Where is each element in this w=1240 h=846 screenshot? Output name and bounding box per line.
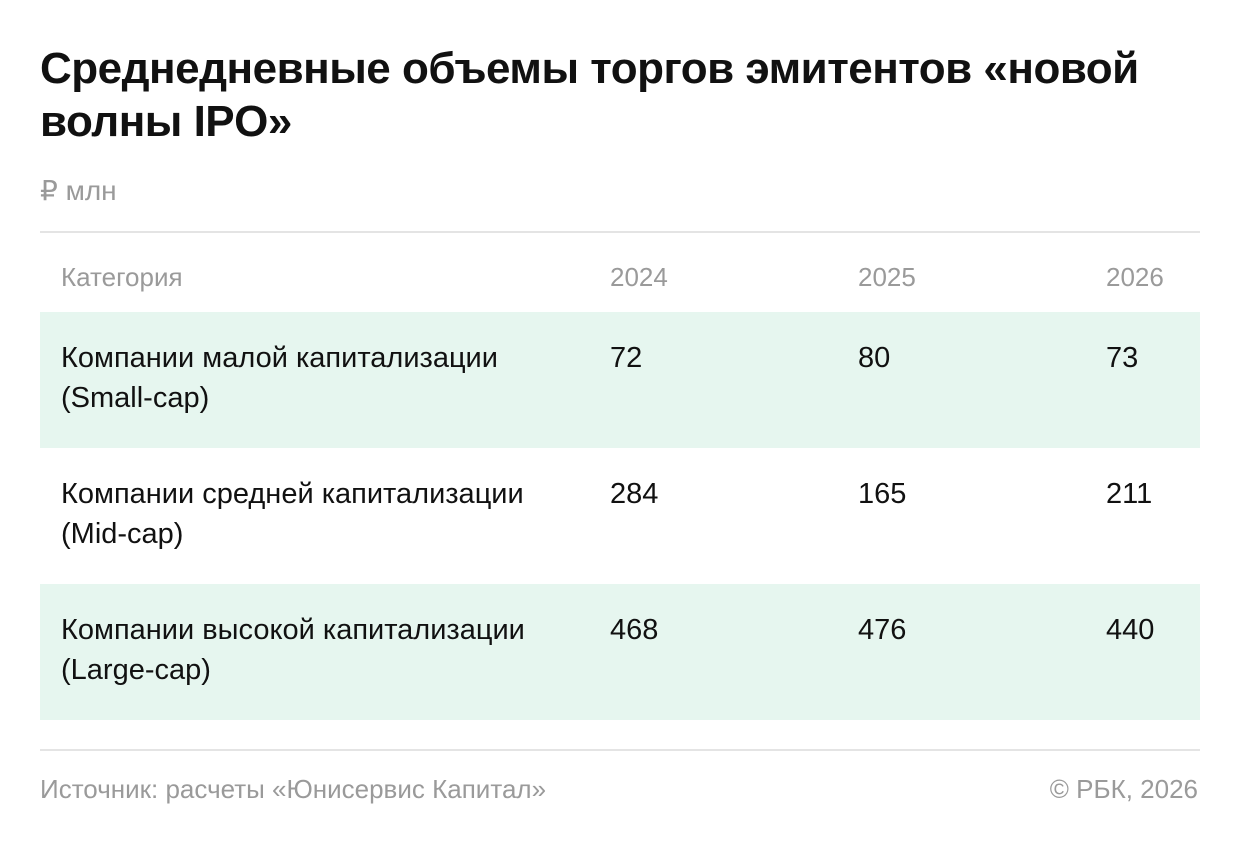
- value-2025: 165: [858, 478, 907, 510]
- value-2025: 476: [858, 614, 907, 646]
- value-2024: 284: [610, 478, 659, 510]
- value-2024: 72: [610, 342, 643, 374]
- unit-label: ₽ млн: [40, 175, 117, 206]
- table-row-large-cap: Компании высокой капитализации (Large-ca…: [40, 584, 1200, 720]
- table-row-mid-cap: Компании средней капитализации (Mid-cap)…: [40, 448, 1200, 584]
- chart-title: Среднедневные объемы торгов эмитентов «н…: [40, 44, 1139, 146]
- row-category: Компании средней капитализации (Mid-cap): [61, 478, 524, 550]
- table-row-small-cap: Компании малой капитализации (Small-cap)…: [40, 312, 1200, 448]
- copyright-credit: © РБК, 2026: [1049, 774, 1198, 804]
- row-category: Компании высокой капитализации (Large-ca…: [61, 614, 525, 686]
- header-2024: 2024: [610, 262, 668, 292]
- chart-card: Среднедневные объемы торгов эмитентов «н…: [40, 0, 1200, 846]
- value-2026: 440: [1106, 614, 1155, 646]
- top-divider: [40, 231, 1200, 233]
- source-note: Источник: расчеты «Юнисервис Капитал»: [40, 774, 547, 804]
- value-2026: 73: [1106, 342, 1139, 374]
- value-2026: 211: [1106, 478, 1153, 510]
- data-table: Категория 2024 2025 2026 Компании малой …: [40, 233, 1200, 720]
- value-2025: 80: [858, 342, 891, 374]
- row-category: Компании малой капитализации (Small-cap): [61, 342, 498, 414]
- bottom-divider: [40, 749, 1200, 751]
- header-category: Категория: [61, 262, 183, 292]
- header-2026: 2026: [1106, 262, 1164, 292]
- header-2025: 2025: [858, 262, 916, 292]
- value-2024: 468: [610, 614, 659, 646]
- table-header: Категория 2024 2025 2026: [40, 233, 1200, 312]
